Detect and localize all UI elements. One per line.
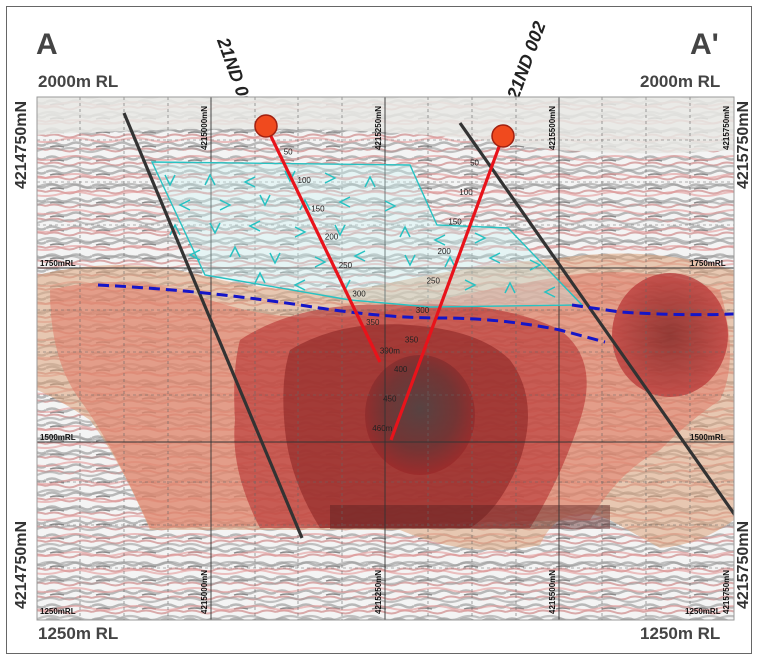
- depth-label: 150: [448, 218, 462, 227]
- depth-label: 350: [366, 318, 380, 327]
- alteration-v-mark: [529, 259, 542, 271]
- alteration-v-mark: [219, 199, 232, 211]
- rl-1750-left-label: 1750mRL: [40, 259, 76, 268]
- northing-bottom-4215250: 4215250mN: [374, 570, 383, 614]
- alteration-v-mark: [504, 281, 516, 294]
- anomaly-core: [365, 355, 475, 475]
- depth-label: 400: [394, 365, 408, 374]
- rl-1250-left-label: 1250mRL: [40, 607, 76, 616]
- rl-1500-right-label: 1500mRL: [690, 433, 726, 442]
- alteration-v-mark: [284, 170, 296, 183]
- collar-21ND001: [254, 114, 278, 138]
- alteration-v-mark: [169, 223, 181, 236]
- alteration-v-mark: [294, 226, 307, 238]
- alteration-v-mark: [299, 198, 311, 211]
- depth-label: 200: [325, 233, 339, 242]
- depth-label: 390m: [380, 347, 400, 356]
- alteration-v-mark: [259, 194, 271, 207]
- bottom-right-rl-label: 1250m RL: [640, 624, 721, 643]
- section-end-label: A': [690, 28, 719, 61]
- alteration-v-mark: [324, 172, 337, 184]
- depth-label: 150: [311, 204, 325, 213]
- collar-21ND002: [491, 124, 515, 148]
- northing-top-4215250: 4215250mN: [374, 106, 383, 150]
- alteration-v-mark: [314, 256, 327, 268]
- hole-1-depth-labels: 50 100 150 200 250 300 350 390m: [284, 147, 401, 355]
- alteration-v-mark: [248, 220, 261, 232]
- depth-label: 300: [416, 306, 430, 315]
- depth-label: 350: [405, 336, 419, 345]
- northing-top-labels: 4215000mN 4215250mN 4215500mN 4215750mN: [200, 106, 731, 150]
- depth-label: 100: [298, 176, 312, 185]
- depth-label: 250: [339, 261, 353, 270]
- alteration-v-mark: [404, 254, 416, 267]
- northing-bottom-4215750: 4215750mN: [722, 570, 731, 614]
- rl-1750-right-label: 1750mRL: [690, 259, 726, 268]
- alteration-v-mark: [433, 234, 446, 246]
- alteration-v-mark: [543, 286, 556, 298]
- alteration-v-mark: [474, 232, 487, 244]
- northing-top-4215000: 4215000mN: [200, 106, 209, 150]
- northing-bottom-4215000: 4215000mN: [200, 570, 209, 614]
- depth-label: 450: [383, 395, 397, 404]
- alteration-v-mark: [188, 249, 201, 261]
- alteration-v-mark: [204, 173, 216, 186]
- alteration-v-mark: [293, 279, 306, 291]
- alteration-v-mark: [444, 255, 456, 268]
- alteration-v-mark: [464, 279, 477, 291]
- depth-label: 50: [470, 159, 479, 168]
- alteration-v-mark: [178, 199, 191, 211]
- section-start-label: A: [36, 28, 58, 61]
- depth-label: 250: [427, 277, 441, 286]
- rl-1500-left-label: 1500mRL: [40, 433, 76, 442]
- anomaly-right-body: [612, 273, 728, 397]
- plot-border: [36, 96, 735, 621]
- alteration-v-mark: [209, 222, 221, 235]
- alteration-v-mark: [384, 200, 397, 212]
- northing-top-4215750: 4215750mN: [722, 106, 731, 150]
- drill-trace-21ND001: [264, 125, 382, 363]
- northing-top-4215500: 4215500mN: [548, 106, 557, 150]
- alteration-v-mark: [254, 271, 266, 284]
- alteration-v-mark: [229, 245, 241, 258]
- top-left-rl-label: 2000m RL: [38, 72, 119, 91]
- major-grid: [37, 97, 734, 620]
- depth-label: 460m: [372, 424, 392, 433]
- bottom-left-rl-label: 1250m RL: [38, 624, 119, 643]
- alteration-v-mark: [338, 196, 351, 208]
- alteration-v-mark: [488, 252, 501, 264]
- alteration-v-mark: [269, 252, 281, 265]
- northing-bottom-labels: 4215000mN 4215250mN 4215500mN 4215750mN: [200, 570, 731, 614]
- alteration-v-mark: [164, 174, 176, 187]
- alteration-v-mark: [243, 176, 256, 188]
- alteration-v-mark: [399, 225, 411, 238]
- alteration-v-mark: [364, 175, 376, 188]
- depth-label: 300: [352, 290, 366, 299]
- depth-label: 200: [438, 247, 452, 256]
- alteration-v-mark: [353, 250, 366, 262]
- alteration-v-mark: [334, 224, 346, 237]
- depth-label: 100: [459, 188, 473, 197]
- northing-bottom-4215500: 4215500mN: [548, 570, 557, 614]
- depth-label: 50: [284, 147, 293, 156]
- top-right-rl-label: 2000m RL: [640, 72, 721, 91]
- fault-east: [458, 122, 734, 517]
- rl-1250-right-label: 1250mRL: [685, 607, 721, 616]
- hole-2-depth-labels: 50 100 150 200 250 300 350 400 450 460m: [372, 159, 479, 434]
- fault-west: [122, 112, 304, 539]
- drill-trace-21ND002: [389, 135, 505, 441]
